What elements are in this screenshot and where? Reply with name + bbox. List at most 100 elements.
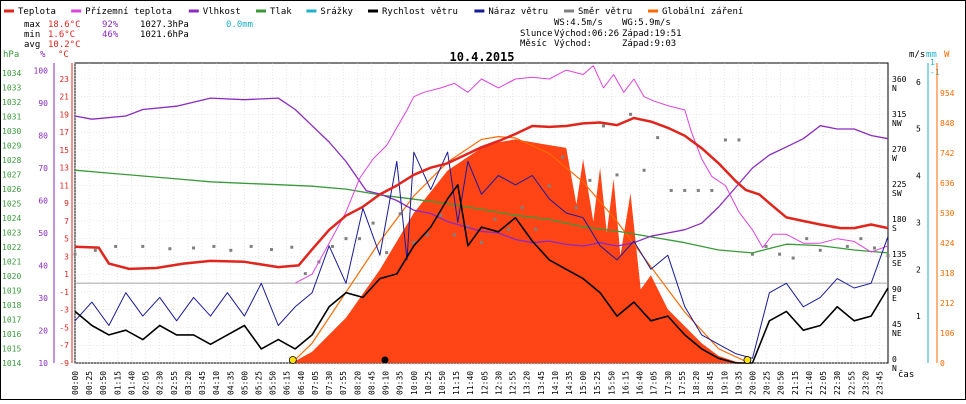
y-tick-dir: 315 — [892, 110, 907, 119]
series-wind-direction-point — [425, 233, 429, 237]
stat-max-temp: 18.6°C — [48, 20, 81, 30]
y-tick-dir: 45 — [892, 320, 902, 329]
legend: Teplota Přízemní teplota Vlhkost Tlak Srážky… — [4, 7, 743, 17]
y-tick-hpa: 1016 — [2, 330, 21, 339]
x-tick-label: 14:35 — [565, 371, 574, 395]
x-tick-label: 14:10 — [551, 371, 560, 395]
y-tick-pct: 60 — [38, 196, 48, 205]
series-wind-direction-point — [872, 246, 876, 250]
legend-label: Rychlost větru — [382, 7, 458, 17]
stat-avg-label: avg — [24, 40, 40, 50]
series-wind-direction-point — [764, 244, 768, 248]
series-wind-direction-point — [73, 252, 77, 256]
wind-ws: WS:4.5m/s — [554, 18, 603, 28]
y-tick-pct: 40 — [38, 261, 48, 270]
y-tick-hpa: 1027 — [2, 171, 21, 180]
y-tick-dir: 270 — [892, 145, 907, 154]
series-wind-direction-point — [290, 245, 294, 249]
x-tick-label: 20:00 — [749, 371, 758, 395]
y-tick-hpa: 1025 — [2, 200, 21, 209]
sunrise-marker — [288, 356, 297, 364]
stat-min-press: 1021.6hPa — [140, 30, 189, 40]
series-wind-direction-point — [723, 138, 727, 142]
y-tick-hpa: 1030 — [2, 127, 21, 136]
y-tick-hpa: 1031 — [2, 113, 21, 122]
x-tick-label: 02:55 — [170, 371, 179, 395]
moon-marker — [381, 356, 389, 364]
y-tick-w: 0 — [940, 359, 945, 368]
series-wind-direction-point — [269, 248, 273, 252]
moon-label: Měsíc — [520, 39, 547, 49]
x-tick-label: 19:35 — [734, 371, 743, 395]
y-tick-hpa: 1017 — [2, 316, 21, 325]
x-tick-label: 18:20 — [692, 371, 701, 395]
x-tick-label: 03:45 — [198, 371, 207, 395]
x-tick-label: 16:40 — [636, 371, 645, 395]
series-wind-direction-point — [358, 237, 362, 241]
y-tick-dir-label: SW — [892, 189, 902, 198]
y-tick-w: 742 — [940, 149, 955, 158]
y-tick-degc: 15 — [59, 146, 69, 155]
series-wind-direction-point — [212, 244, 216, 248]
y-tick-dir: 180 — [892, 215, 907, 224]
stat-max-label: max — [24, 20, 41, 30]
x-tick-label: 13:20 — [523, 371, 532, 395]
y-tick-dir-label: NW — [892, 119, 902, 128]
x-tick-label: 06:15 — [283, 371, 292, 395]
series-wind-direction-point — [93, 248, 97, 252]
x-tick-label: 10:50 — [438, 371, 447, 395]
x-tick-label: 07:05 — [311, 371, 320, 395]
y-tick-degc: 21 — [59, 93, 69, 102]
series-wind-direction-point — [507, 227, 511, 231]
series-wind-direction-point — [683, 188, 687, 192]
x-tick-label: 03:20 — [184, 371, 193, 395]
x-tick-label: 21:40 — [805, 371, 814, 395]
x-tick-label: 07:30 — [325, 371, 334, 395]
series-wind-direction-point — [398, 212, 402, 216]
series-wind-direction-point — [493, 217, 497, 221]
y-tick-degc: 23 — [59, 75, 69, 84]
axes: 00:00 00:25 00:50 01:15 01:40 02:05 02:30 02:55… — [2, 58, 955, 395]
x-tick-label: 09:10 — [382, 371, 391, 395]
x-tick-label: 01:15 — [113, 371, 122, 395]
axis-unit-hpa: hPa — [3, 50, 19, 60]
x-tick-label: 09:35 — [396, 371, 405, 395]
legend-label: Srážky — [320, 7, 353, 17]
axis-unit-ms: m/s — [909, 50, 925, 60]
legend-label: Globální záření — [662, 7, 743, 17]
x-tick-label: 02:05 — [142, 371, 151, 395]
y-tick-w: 848 — [940, 119, 955, 128]
x-tick-label: 02:30 — [156, 371, 165, 395]
y-tick-w: 212 — [940, 299, 955, 308]
stats-block: max 18.6°C 92% 1027.3hPa 0.0mm min 1.6°C… — [24, 20, 253, 50]
x-tick-label: 23:45 — [876, 371, 885, 395]
x-tick-label: 06:40 — [297, 371, 306, 395]
y-tick-pct: 80 — [38, 131, 48, 140]
sun-rise: Východ:06:26 — [554, 29, 619, 39]
x-tick-label: 15:50 — [607, 371, 616, 395]
series-humidity — [74, 97, 889, 247]
series-wind-direction-point — [791, 256, 795, 260]
x-tick-label: 07:55 — [339, 371, 348, 395]
legend-label: Teplota — [18, 7, 56, 17]
axis-unit-degc: °C — [58, 50, 69, 60]
series-wind-direction-point — [751, 252, 754, 256]
y-tick-degc: 5 — [64, 235, 69, 244]
y-tick-pct: 90 — [38, 99, 48, 108]
x-tick-label: 00:25 — [85, 371, 94, 395]
sun-moon-block: WS:4.5m/s WG:5.9m/s Slunce Východ:06:26 … — [520, 18, 682, 49]
x-tick-label: 05:00 — [240, 371, 249, 395]
y-tick-degc: -9 — [59, 359, 69, 368]
series-ground-temp — [294, 65, 889, 284]
series-wind-direction-point — [629, 112, 633, 116]
x-tick-label: 20:25 — [763, 371, 772, 395]
x-tick-label: 16:15 — [621, 371, 630, 395]
series-wind-direction-point — [452, 233, 456, 237]
x-tick-label: 10:25 — [424, 371, 433, 395]
x-tick-label: 08:20 — [353, 371, 362, 395]
y-tick-pct: 10 — [38, 359, 48, 368]
y-tick-dir: 90 — [892, 285, 902, 294]
y-tick-hpa: 1015 — [2, 345, 21, 354]
x-tick-label: 20:50 — [777, 371, 786, 395]
wind-wg: WG:5.9m/s — [622, 18, 671, 28]
